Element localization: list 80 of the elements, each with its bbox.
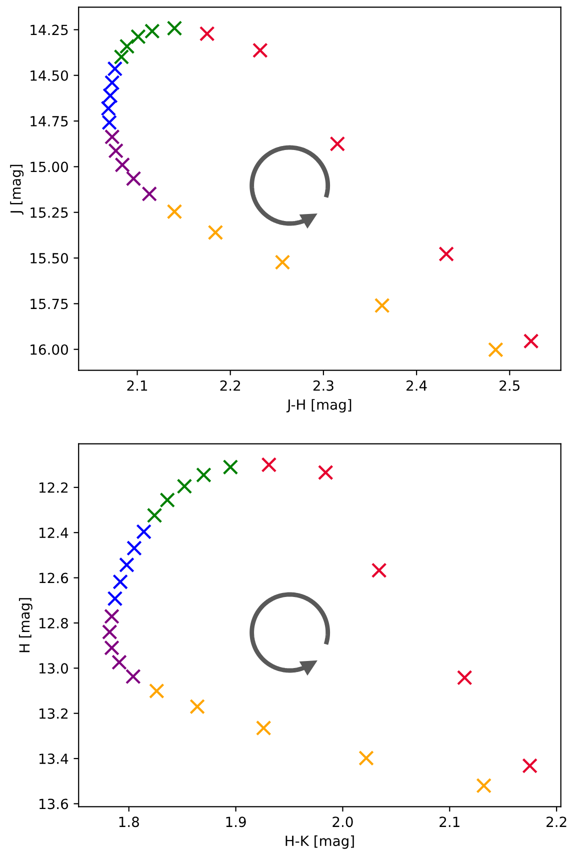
x-axis-title: J-H [mag] xyxy=(286,399,352,413)
point xyxy=(374,298,390,314)
x-tick-label: 1.9 xyxy=(226,816,246,828)
point xyxy=(126,170,142,186)
point xyxy=(476,778,492,794)
point xyxy=(488,342,504,358)
y-tick-label: 12.4 xyxy=(39,528,68,538)
point xyxy=(144,23,160,39)
x-tick-label: 2.4 xyxy=(406,380,427,391)
point xyxy=(112,654,127,670)
y-tick-label: 15.25 xyxy=(30,207,68,218)
point xyxy=(136,524,152,540)
point xyxy=(330,136,346,152)
point xyxy=(119,557,134,573)
point xyxy=(160,492,176,508)
point xyxy=(256,720,272,736)
x-tick-label: 2.5 xyxy=(500,380,520,391)
point xyxy=(102,88,118,104)
y-axis-title: J [mag] xyxy=(10,164,24,215)
x-axis-title: H-K [mag] xyxy=(286,835,354,849)
point xyxy=(190,698,205,714)
point xyxy=(130,28,146,44)
y-tick-label: 13.2 xyxy=(39,708,68,719)
point xyxy=(104,129,120,145)
y-tick-label: 15.00 xyxy=(30,162,68,172)
x-tick-label: 2.3 xyxy=(313,380,334,391)
point xyxy=(199,26,215,42)
point xyxy=(456,670,472,686)
point xyxy=(104,640,120,656)
point xyxy=(176,478,192,494)
y-tick-label: 14.50 xyxy=(30,70,68,81)
point xyxy=(102,114,118,130)
point xyxy=(148,683,164,699)
y-tick-label: 14.25 xyxy=(30,24,68,36)
x-tick-label: 1.8 xyxy=(119,816,139,828)
point xyxy=(166,20,182,36)
point xyxy=(114,49,130,65)
point xyxy=(261,457,277,473)
point xyxy=(114,157,130,173)
point xyxy=(358,750,374,766)
point xyxy=(318,464,334,480)
point xyxy=(523,333,539,349)
point xyxy=(100,100,116,116)
point xyxy=(196,467,212,483)
y-tick-label: 15.75 xyxy=(30,298,68,310)
y-tick-label: 14.75 xyxy=(30,116,68,127)
y-tick-label: 15.50 xyxy=(30,252,68,264)
point xyxy=(274,254,290,270)
point xyxy=(102,624,118,640)
y-tick-label: 13.0 xyxy=(39,663,68,674)
point xyxy=(125,668,141,684)
y-tick-label: 16.00 xyxy=(30,344,68,355)
x-tick-label: 2.1 xyxy=(440,816,460,827)
y-tick-label: 13.6 xyxy=(39,798,68,810)
y-axis-title: H [mag] xyxy=(18,598,32,652)
point xyxy=(112,574,128,590)
point xyxy=(119,38,135,54)
point xyxy=(104,608,120,624)
point xyxy=(438,246,454,262)
point xyxy=(522,758,538,774)
y-tick-label: 12.2 xyxy=(39,482,68,493)
point xyxy=(146,508,162,524)
x-tick-label: 2.0 xyxy=(332,816,353,828)
point xyxy=(126,540,142,556)
x-tick-label: 2.1 xyxy=(127,380,148,391)
x-tick-label: 2.2 xyxy=(220,380,240,391)
y-tick-label: 13.4 xyxy=(39,754,68,764)
x-tick-label: 2.2 xyxy=(546,816,566,827)
point xyxy=(371,562,387,578)
point xyxy=(142,186,158,202)
point xyxy=(107,590,123,606)
point xyxy=(107,61,123,76)
point xyxy=(222,459,238,475)
point xyxy=(104,74,120,90)
point xyxy=(252,42,268,58)
point xyxy=(108,143,124,158)
point xyxy=(166,204,182,220)
point xyxy=(208,224,224,240)
y-tick-label: 12.6 xyxy=(39,572,68,584)
y-tick-label: 12.8 xyxy=(39,618,68,628)
